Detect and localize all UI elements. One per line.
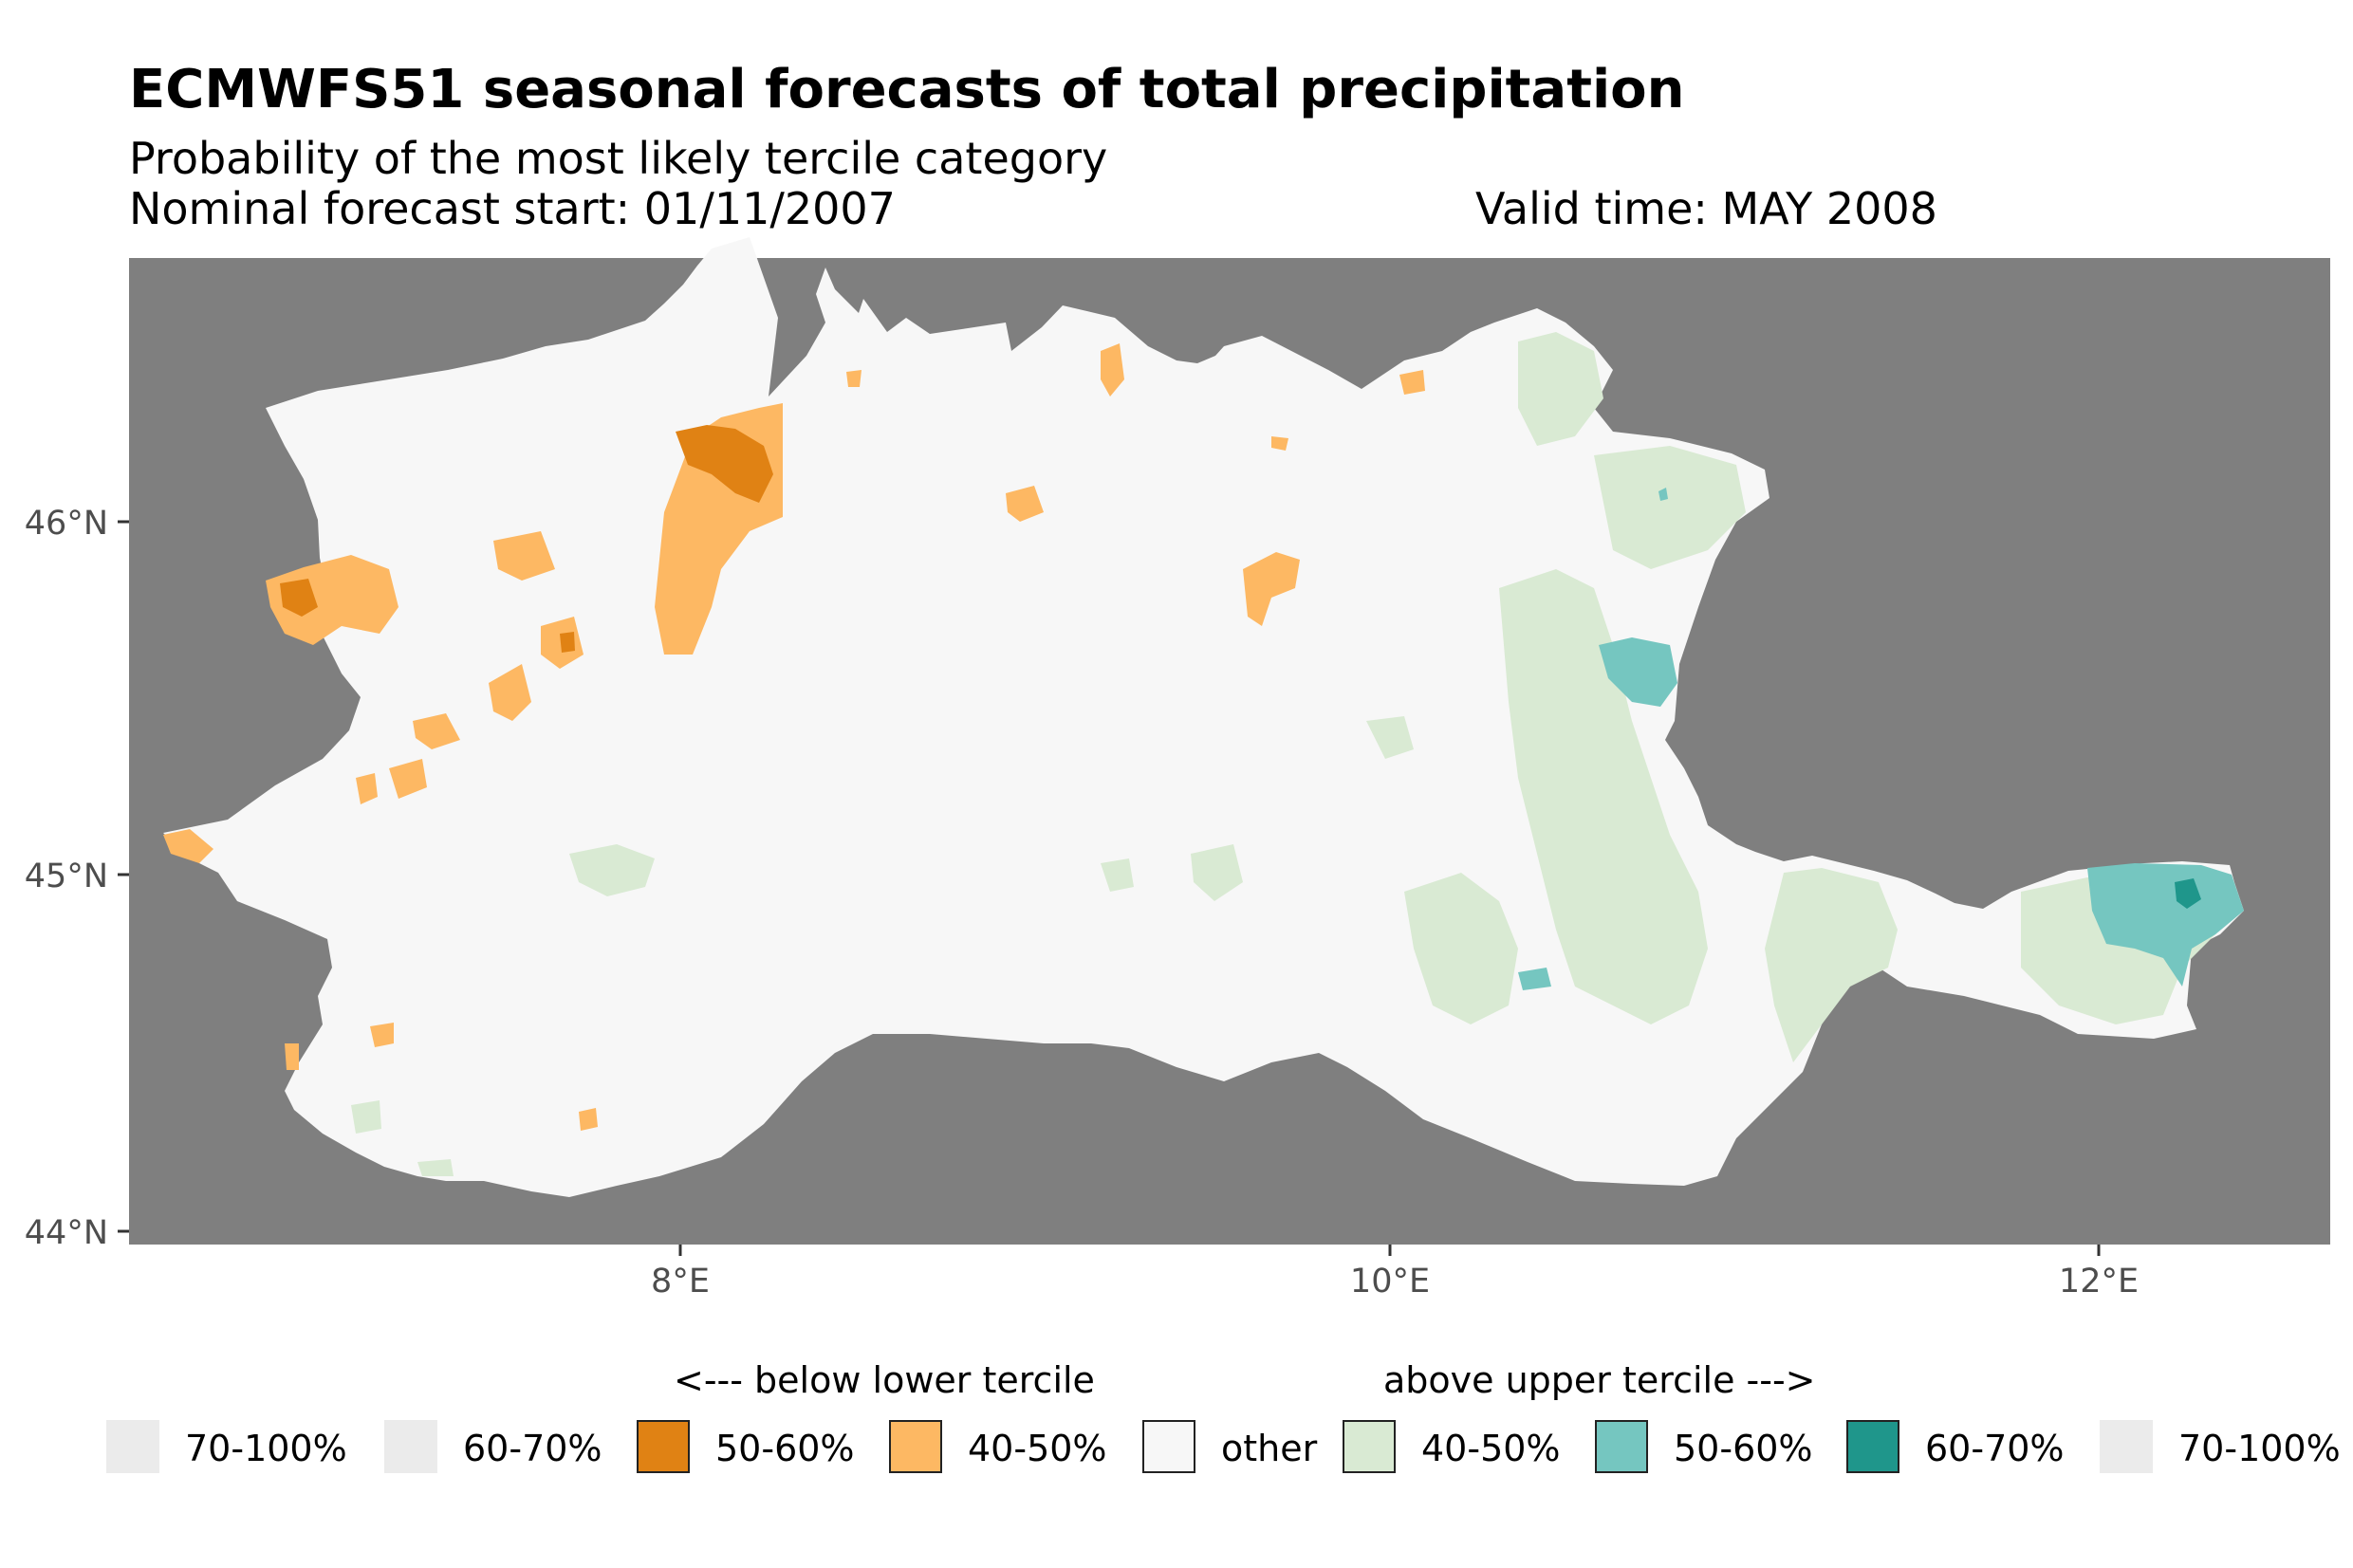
above-50-60-patch <box>1518 968 1551 990</box>
above-40-50-area-delta <box>1765 868 1898 1062</box>
above-50-60-area-east <box>1599 637 1677 707</box>
below-40-50-patch <box>493 531 555 581</box>
below-50-60-area-northwest <box>280 579 318 617</box>
above-40-50-area-east-inner <box>1594 446 1746 569</box>
below-tercile-patches <box>163 343 1425 1131</box>
y-axis: 46°N 45°N 44°N <box>25 505 129 1252</box>
map-title: ECMWFS51 seasonal forecasts of total pre… <box>129 59 1685 120</box>
legend-label: 40-50% <box>968 1428 1107 1469</box>
above-50-60-patch <box>1658 488 1668 501</box>
legend-label: 60-70% <box>1925 1428 2065 1469</box>
below-40-50-patch <box>1243 552 1300 626</box>
above-40-50-patch <box>417 1159 454 1176</box>
below-40-50-area-northwest <box>266 555 398 645</box>
legend-swatch <box>1343 1420 1396 1473</box>
x-axis: 8°E 10°E 12°E <box>651 1245 2139 1301</box>
below-40-50-patch <box>1399 370 1425 395</box>
legend-label: 50-60% <box>715 1428 855 1469</box>
below-40-50-patch <box>413 713 460 749</box>
above-40-50-area-east <box>1499 569 1708 1024</box>
above-40-50-patch <box>1366 716 1414 759</box>
legend-swatch <box>889 1420 942 1473</box>
below-40-50-patch <box>1101 343 1124 397</box>
legend-swatch <box>1846 1420 1899 1473</box>
above-50-60-area-adriatic <box>2087 863 2244 987</box>
below-40-50-patch <box>489 664 531 721</box>
below-50-60-patch <box>560 632 575 653</box>
legend-swatch <box>106 1420 159 1473</box>
legend-swatch <box>2100 1420 2153 1473</box>
valid-time: Valid time: MAY 2008 <box>1475 183 1937 234</box>
above-40-50-patch <box>1101 858 1134 892</box>
legend-swatch <box>1142 1420 1195 1473</box>
x-tick-label: 12°E <box>2059 1263 2139 1301</box>
y-tick-label: 45°N <box>25 858 108 895</box>
above-40-50-patch <box>351 1100 381 1134</box>
x-tick-label: 8°E <box>651 1263 710 1301</box>
below-40-50-patch <box>1271 436 1288 451</box>
below-40-50-patch <box>579 1108 598 1131</box>
legend-label: 50-60% <box>1674 1428 1813 1469</box>
forecast-start: Nominal forecast start: 01/11/2007 <box>129 183 896 234</box>
above-tercile-patches <box>351 332 2244 1176</box>
below-40-50-patch <box>285 1043 299 1070</box>
legend-label: 70-100% <box>185 1428 347 1469</box>
legend-swatch <box>637 1420 690 1473</box>
above-40-50-patch <box>1191 844 1243 901</box>
legend-label: 60-70% <box>463 1428 602 1469</box>
below-40-50-patch <box>846 370 862 387</box>
above-40-50-area-south <box>1404 873 1518 1024</box>
y-tick-label: 46°N <box>25 505 108 543</box>
legend-below-heading: <--- below lower tercile <box>674 1359 1095 1401</box>
x-tick-label: 10°E <box>1350 1263 1430 1301</box>
legend-label: 40-50% <box>1421 1428 1561 1469</box>
map-subtitle: Probability of the most likely tercile c… <box>129 133 1108 184</box>
below-40-50-patch <box>1006 486 1044 522</box>
legend-above-heading: above upper tercile ---> <box>1383 1359 1816 1401</box>
y-tick-label: 44°N <box>25 1214 108 1252</box>
legend-label: other <box>1221 1428 1318 1469</box>
below-50-60-area-aosta <box>676 425 773 503</box>
above-40-50-patch <box>569 844 655 896</box>
above-60-70-patch <box>2175 878 2201 909</box>
above-40-50-area-north <box>1518 332 1603 446</box>
legend-swatch <box>384 1420 437 1473</box>
below-40-50-patch <box>389 759 427 799</box>
below-40-50-patch <box>163 829 213 863</box>
legend-label: 70-100% <box>2178 1428 2341 1469</box>
below-40-50-patch <box>356 773 378 804</box>
legend-swatch <box>1595 1420 1648 1473</box>
below-40-50-patch <box>370 1023 394 1047</box>
